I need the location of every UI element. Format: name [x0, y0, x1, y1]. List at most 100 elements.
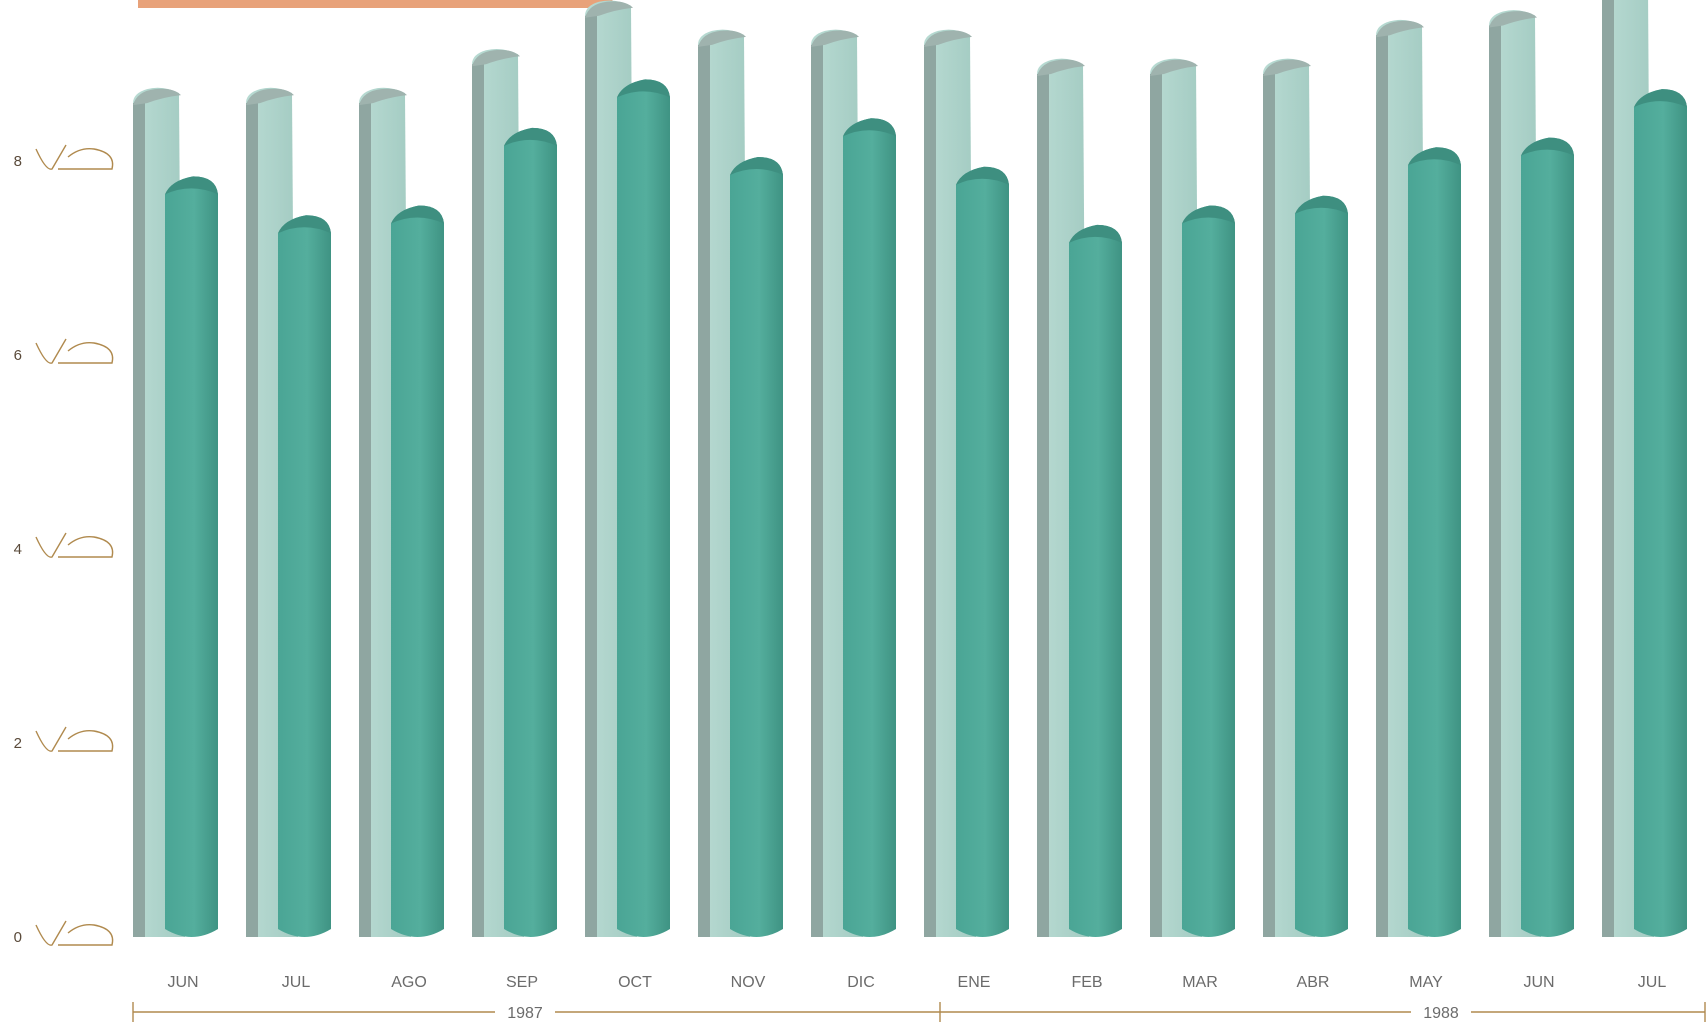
bar-group [585, 0, 670, 938]
y-tick-mark [35, 338, 114, 364]
x-tick-label: AGO [391, 974, 427, 991]
y-tick-mark [35, 920, 114, 946]
y-tick-mark [35, 532, 114, 558]
front-bar-top [1182, 205, 1235, 224]
bar-group [359, 87, 444, 938]
front-bar [1408, 147, 1461, 938]
back-bar-side [585, 15, 597, 938]
back-bar-side [1376, 35, 1388, 937]
back-bar-side [698, 44, 710, 937]
front-bar-top [1634, 89, 1687, 108]
back-bar-top [1489, 11, 1537, 28]
x-tick-label: NOV [731, 974, 766, 991]
front-bar [1634, 89, 1687, 938]
y-tick-label: 8 [14, 153, 22, 170]
back-bar-top [811, 30, 859, 47]
back-bar-top [1376, 20, 1424, 38]
bar-group [698, 29, 783, 938]
front-bar-top [617, 79, 670, 98]
year-label: 1988 [1423, 1005, 1459, 1022]
y-tick-mark [35, 726, 114, 752]
front-bar-top [1295, 195, 1348, 214]
bar-group [1376, 19, 1461, 938]
back-bar-side [359, 103, 371, 938]
x-tick-label: JUL [1638, 974, 1667, 991]
front-bar-top [1521, 137, 1574, 156]
x-tick-label: DIC [847, 974, 875, 991]
front-bar-top [165, 176, 218, 195]
back-bar-top [359, 88, 407, 106]
back-bar-side [1263, 74, 1275, 937]
front-bar [391, 205, 444, 937]
back-bar-side [924, 44, 936, 937]
year-label: 1987 [507, 1005, 543, 1022]
front-bar [843, 118, 896, 937]
x-tick-label: OCT [618, 974, 652, 991]
front-bar-top [730, 157, 783, 175]
front-bar [956, 166, 1009, 937]
back-bar-side [811, 44, 823, 937]
x-tick-label: MAY [1409, 974, 1443, 991]
back-bar-top [585, 1, 633, 18]
back-bar-top [133, 88, 181, 106]
back-bar-top [698, 30, 746, 47]
back-bar-top [1150, 59, 1198, 76]
x-tick-label: JUL [282, 974, 311, 991]
front-bar-top [843, 118, 896, 137]
front-bar-top [1069, 224, 1122, 243]
front-bar [1521, 137, 1574, 938]
y-tick-label: 0 [14, 929, 22, 946]
bar-group [133, 87, 218, 938]
back-bar-top [924, 30, 972, 47]
bar-group [924, 29, 1009, 938]
x-tick-label: SEP [506, 974, 538, 991]
x-tick-label: ENE [958, 974, 991, 991]
bar-group [811, 29, 896, 938]
bar-group [472, 48, 557, 938]
front-bar [1295, 195, 1348, 938]
front-bar [504, 127, 557, 937]
back-bar-top [246, 88, 294, 106]
front-bar-top [278, 215, 331, 234]
y-tick-label: 2 [14, 735, 22, 752]
back-bar-side [1150, 74, 1162, 937]
x-tick-label: MAR [1182, 974, 1218, 991]
front-bar [1182, 205, 1235, 937]
back-bar-side [1602, 0, 1614, 937]
bar-group [1037, 58, 1122, 937]
title-ribbon [138, 0, 622, 8]
front-bar [1069, 224, 1122, 937]
back-bar-side [133, 103, 145, 938]
bar-group [1489, 10, 1574, 938]
back-bar-top [1263, 59, 1311, 76]
x-tick-label: ABR [1297, 974, 1330, 991]
back-bar-top [1037, 59, 1085, 76]
front-bar [278, 215, 331, 937]
back-bar-side [246, 103, 258, 938]
back-bar-side [1489, 25, 1501, 937]
bar-group [1602, 0, 1687, 938]
front-bar [730, 157, 783, 937]
front-bar [165, 176, 218, 937]
x-tick-label: FEB [1071, 974, 1102, 991]
front-bar-top [504, 127, 557, 146]
bar-group [246, 87, 331, 938]
bar-group [1150, 58, 1235, 937]
back-bar-top [472, 49, 520, 67]
back-bar-side [1037, 74, 1049, 937]
y-tick-mark [35, 144, 114, 170]
year-label-bg [495, 1002, 555, 1022]
back-bar-side [472, 64, 484, 938]
front-bar [617, 79, 670, 937]
year-label-bg [1411, 1002, 1471, 1022]
front-bar-top [956, 166, 1009, 185]
front-bar-top [391, 205, 444, 224]
bar-group [1263, 58, 1348, 938]
x-tick-label: JUN [1523, 974, 1554, 991]
front-bar-top [1408, 147, 1461, 166]
y-tick-label: 6 [14, 347, 22, 364]
x-tick-label: JUN [167, 974, 198, 991]
y-tick-label: 4 [14, 541, 22, 558]
